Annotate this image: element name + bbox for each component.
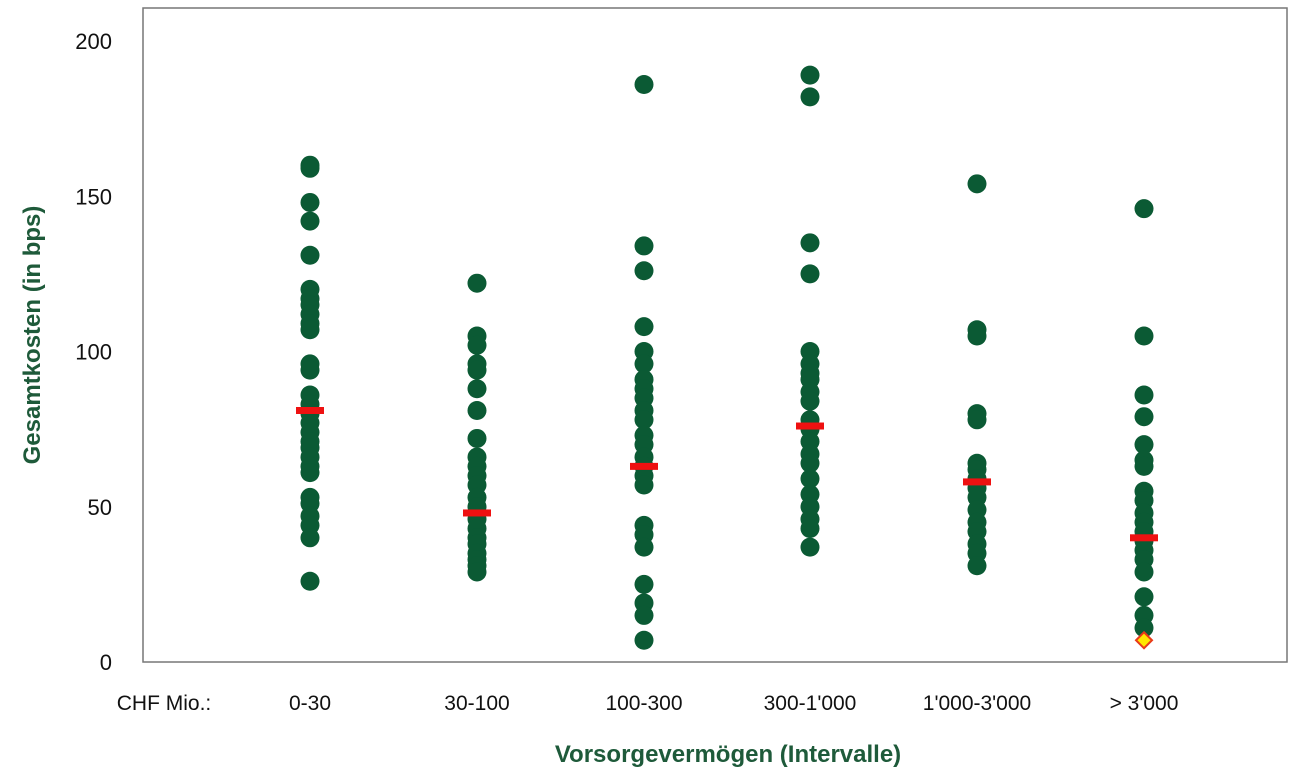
data-point xyxy=(1134,407,1154,427)
data-point xyxy=(967,174,987,194)
y-axis-ticks: 0 50 100 150 200 xyxy=(75,29,112,675)
data-point xyxy=(1134,562,1154,582)
x-category-label: 300-1'000 xyxy=(764,692,857,715)
category-prefix-label: CHF Mio.: xyxy=(117,692,212,715)
data-point xyxy=(1134,326,1154,346)
data-point xyxy=(634,236,654,256)
data-point xyxy=(1134,456,1154,476)
data-point xyxy=(300,360,320,380)
x-axis-title: Vorsorgevermögen (Intervalle) xyxy=(555,741,901,768)
data-point xyxy=(300,571,320,591)
y-tick-label: 200 xyxy=(75,29,112,54)
data-point xyxy=(967,556,987,576)
data-point xyxy=(634,605,654,625)
y-tick-label: 50 xyxy=(88,495,112,520)
y-tick-label: 150 xyxy=(75,184,112,209)
median-markers xyxy=(296,406,1158,542)
data-point xyxy=(300,463,320,483)
data-point xyxy=(800,65,820,85)
median-marker xyxy=(296,406,324,414)
data-point xyxy=(1134,587,1154,607)
data-point xyxy=(300,528,320,548)
data-point xyxy=(467,428,487,448)
x-category-label: 100-300 xyxy=(605,692,682,715)
data-point xyxy=(800,264,820,284)
median-marker xyxy=(463,509,491,517)
data-point xyxy=(967,410,987,430)
data-point xyxy=(634,574,654,594)
data-point xyxy=(300,158,320,178)
data-point xyxy=(1134,199,1154,219)
data-point xyxy=(634,630,654,650)
x-category-label: 0-30 xyxy=(289,692,331,715)
data-point xyxy=(800,87,820,107)
data-points xyxy=(300,65,1154,650)
median-marker xyxy=(630,462,658,470)
data-point xyxy=(634,354,654,374)
data-point xyxy=(1134,385,1154,405)
x-category-label: 1'000-3'000 xyxy=(923,692,1031,715)
median-marker xyxy=(1130,534,1158,542)
y-tick-label: 100 xyxy=(75,340,112,365)
data-point xyxy=(800,233,820,253)
data-point xyxy=(467,562,487,582)
data-point xyxy=(634,537,654,557)
data-point xyxy=(467,360,487,380)
data-point xyxy=(1134,435,1154,455)
data-point xyxy=(634,261,654,281)
data-point xyxy=(300,245,320,265)
median-marker xyxy=(963,478,991,486)
data-point xyxy=(467,273,487,293)
x-category-label: > 3'000 xyxy=(1110,692,1179,715)
data-point xyxy=(634,410,654,430)
data-point xyxy=(800,537,820,557)
data-point xyxy=(634,74,654,94)
data-point xyxy=(634,475,654,495)
highlight-marker xyxy=(1134,630,1154,650)
data-point xyxy=(967,326,987,346)
data-point xyxy=(634,317,654,337)
median-marker xyxy=(796,422,824,430)
x-category-label: 30-100 xyxy=(444,692,509,715)
data-point xyxy=(1134,618,1154,638)
data-point xyxy=(467,400,487,420)
highlight-layer xyxy=(1134,630,1154,650)
y-tick-label: 0 xyxy=(100,650,112,675)
data-point xyxy=(300,320,320,340)
data-point xyxy=(800,518,820,538)
y-axis-title: Gesamtkosten (in bps) xyxy=(19,206,46,465)
data-point xyxy=(467,335,487,355)
data-point xyxy=(300,211,320,231)
data-point xyxy=(467,379,487,399)
data-point xyxy=(300,192,320,212)
data-point xyxy=(800,391,820,411)
plot-area xyxy=(142,7,1288,663)
data-point xyxy=(800,469,820,489)
data-point xyxy=(800,453,820,473)
x-axis-categories: 0-30 30-100 100-300 300-1'000 1'000-3'000 > 3… xyxy=(289,692,1178,715)
